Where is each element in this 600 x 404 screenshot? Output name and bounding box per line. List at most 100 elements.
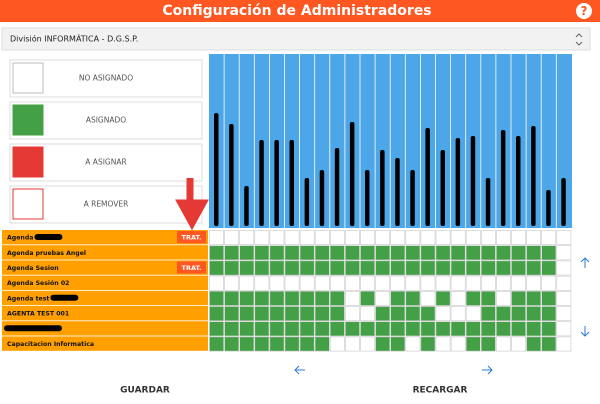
assignment-cell[interactable] [224, 275, 240, 291]
assignment-cell[interactable] [480, 336, 496, 352]
assignment-cell[interactable] [284, 260, 300, 276]
assignment-cell[interactable] [496, 245, 511, 261]
assignment-cell[interactable] [465, 321, 481, 337]
assignment-cell[interactable] [511, 290, 526, 306]
assignment-cell[interactable] [390, 306, 406, 321]
assignment-cell[interactable] [435, 306, 451, 321]
assignment-cell[interactable] [360, 245, 375, 261]
assignment-cell[interactable] [405, 275, 421, 291]
assignment-cell[interactable] [511, 336, 526, 352]
assignment-cell[interactable] [375, 336, 391, 352]
assignment-cell[interactable] [299, 336, 315, 352]
assignment-cell[interactable] [480, 290, 496, 306]
assignment-cell[interactable] [556, 321, 572, 337]
assignment-cell[interactable] [239, 245, 255, 261]
assignment-cell[interactable] [526, 245, 541, 261]
scroll-down[interactable] [580, 326, 590, 337]
assignment-cell[interactable] [511, 321, 526, 337]
assignment-cell[interactable] [314, 321, 330, 337]
assignment-cell[interactable] [465, 336, 481, 352]
assignment-cell[interactable] [420, 290, 436, 306]
assignment-cell[interactable] [254, 306, 270, 321]
assignment-cell[interactable] [284, 245, 300, 261]
assignment-cell[interactable] [541, 306, 557, 321]
assignment-cell[interactable] [556, 275, 572, 291]
assignment-cell[interactable] [450, 321, 466, 337]
assignment-cell[interactable] [209, 321, 224, 337]
assignment-cell[interactable] [345, 230, 360, 245]
assignment-cell[interactable] [224, 321, 240, 337]
scroll-up[interactable] [580, 257, 590, 268]
assignment-cell[interactable] [480, 245, 496, 261]
assignment-cell[interactable] [209, 336, 224, 352]
assignment-cell[interactable] [405, 260, 421, 276]
assignment-cell[interactable] [405, 306, 421, 321]
assignment-cell[interactable] [314, 290, 330, 306]
reload-button[interactable]: RECARGAR [413, 386, 468, 396]
assignment-cell[interactable] [254, 275, 270, 291]
assignment-cell[interactable] [465, 230, 481, 245]
assignment-cell[interactable] [435, 275, 451, 291]
assignment-cell[interactable] [329, 306, 345, 321]
assignment-cell[interactable] [329, 245, 345, 261]
assignment-cell[interactable] [269, 321, 285, 337]
assignment-cell[interactable] [511, 230, 526, 245]
assignment-cell[interactable] [390, 260, 406, 276]
assignment-cell[interactable] [556, 306, 572, 321]
assignment-cell[interactable] [284, 230, 300, 245]
assignment-cell[interactable] [269, 230, 285, 245]
assignment-cell[interactable] [314, 306, 330, 321]
assignment-cell[interactable] [465, 290, 481, 306]
assignment-cell[interactable] [435, 336, 451, 352]
assignment-cell[interactable] [345, 260, 360, 276]
assignment-cell[interactable] [390, 290, 406, 306]
assignment-cell[interactable] [450, 230, 466, 245]
assignment-cell[interactable] [526, 336, 541, 352]
assignment-cell[interactable] [541, 260, 557, 276]
scroll-right[interactable] [482, 365, 493, 375]
assignment-cell[interactable] [435, 290, 451, 306]
assignment-cell[interactable] [299, 275, 315, 291]
assignment-cell[interactable] [435, 230, 451, 245]
assignment-cell[interactable] [420, 306, 436, 321]
assignment-cell[interactable] [224, 230, 240, 245]
treat-button-label[interactable]: TRAT. [182, 264, 202, 272]
assignment-cell[interactable] [511, 275, 526, 291]
assignment-cell[interactable] [329, 290, 345, 306]
assignment-cell[interactable] [224, 306, 240, 321]
assignment-cell[interactable] [496, 275, 511, 291]
help-button[interactable] [576, 3, 592, 19]
assignment-cell[interactable] [541, 245, 557, 261]
assignment-cell[interactable] [254, 321, 270, 337]
assignment-cell[interactable] [526, 230, 541, 245]
assignment-cell[interactable] [420, 260, 436, 276]
assignment-cell[interactable] [269, 336, 285, 352]
assignment-cell[interactable] [375, 245, 391, 261]
assignment-cell[interactable] [314, 230, 330, 245]
assignment-cell[interactable] [299, 306, 315, 321]
assignment-cell[interactable] [239, 275, 255, 291]
assignment-cell[interactable] [375, 260, 391, 276]
assignment-cell[interactable] [269, 290, 285, 306]
assignment-cell[interactable] [496, 230, 511, 245]
assignment-cell[interactable] [496, 290, 511, 306]
assignment-cell[interactable] [420, 321, 436, 337]
assignment-cell[interactable] [496, 321, 511, 337]
assignment-cell[interactable] [526, 321, 541, 337]
assignment-cell[interactable] [284, 321, 300, 337]
assignment-cell[interactable] [375, 230, 391, 245]
assignment-cell[interactable] [299, 321, 315, 337]
assignment-cell[interactable] [480, 230, 496, 245]
assignment-cell[interactable] [209, 290, 224, 306]
assignment-cell[interactable] [450, 260, 466, 276]
assignment-cell[interactable] [224, 336, 240, 352]
assignment-cell[interactable] [284, 336, 300, 352]
assignment-cell[interactable] [450, 245, 466, 261]
assignment-cell[interactable] [496, 336, 511, 352]
assignment-cell[interactable] [450, 336, 466, 352]
assignment-cell[interactable] [420, 275, 436, 291]
treat-button[interactable] [177, 261, 206, 274]
treat-button-label[interactable]: TRAT. [182, 234, 202, 242]
assignment-cell[interactable] [345, 275, 360, 291]
assignment-cell[interactable] [239, 336, 255, 352]
